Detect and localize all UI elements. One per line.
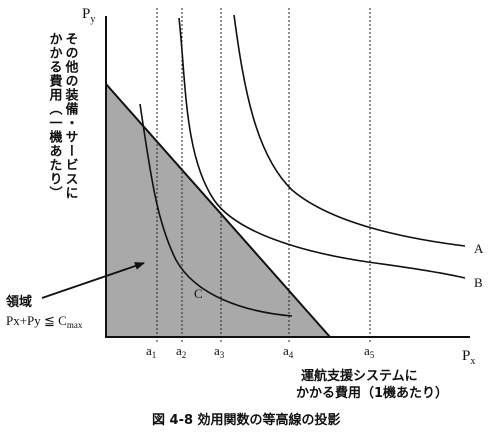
x-axis-caption-line-2: かかる費用（1機あたり） <box>296 385 448 401</box>
tick-label-a2: a2 <box>176 343 186 360</box>
contour-curve-b <box>178 17 466 279</box>
curve-label-a: A <box>474 241 484 256</box>
figure-caption: 図 4-8 効用関数の等高線の投影 <box>152 412 341 428</box>
y-axis-caption-line-2: かかる費用（一機あたり） <box>47 32 64 200</box>
contour-curve-c <box>139 103 293 317</box>
x-axis-caption-line-1: 運航支援システムに <box>301 368 418 384</box>
curve-label-b: B <box>474 275 483 290</box>
region-constraint: Px+Py ≦ Cmax <box>6 313 83 330</box>
curve-label-c: C <box>194 286 203 301</box>
tick-label-a5: a5 <box>364 343 375 360</box>
x-axis-label: Px <box>462 348 475 367</box>
region-pointer-arrow <box>41 262 145 299</box>
tick-label-a3: a3 <box>214 343 225 360</box>
y-axis-label: Py <box>82 6 95 25</box>
contour-curve-a <box>233 14 466 247</box>
region-label: 領域 <box>6 294 32 310</box>
y-axis-caption-line-1: その他の装備・サービスに <box>63 32 80 200</box>
tick-label-a1: a1 <box>146 343 156 360</box>
tick-label-a4: a4 <box>283 343 294 360</box>
